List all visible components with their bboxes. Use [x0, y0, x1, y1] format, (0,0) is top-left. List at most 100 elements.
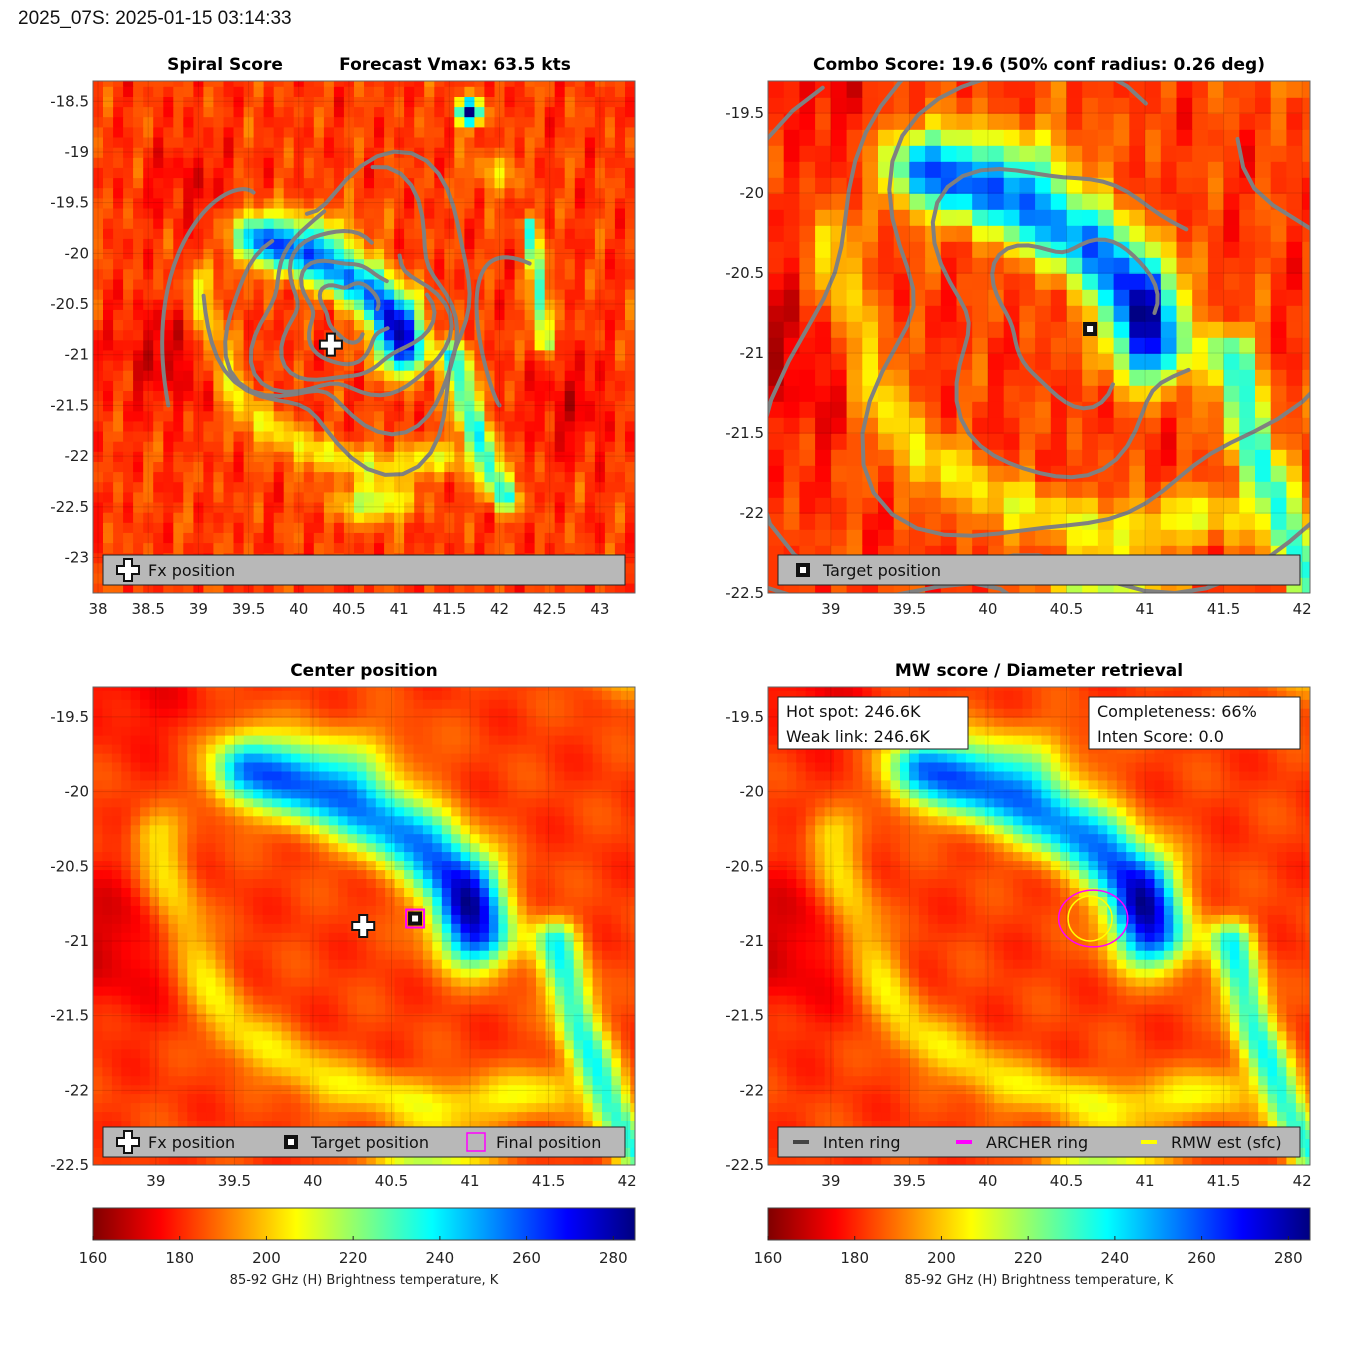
combo-xtick-label: 40 [978, 600, 997, 618]
mw-xtick-label: 40 [978, 1172, 997, 1190]
center-legend-label: Target position [310, 1133, 429, 1152]
mw-rmw-ring [1067, 895, 1113, 942]
mw-info-left-line: Weak link: 246.6K [786, 727, 930, 746]
spiral-xtick-label: 42 [490, 600, 509, 618]
mw-legend-label: RMW est (sfc) [1171, 1133, 1282, 1152]
colorbar-tick-label: 160 [754, 1249, 783, 1267]
center-xtick-label: 40 [303, 1172, 322, 1190]
spiral-xtick-label: 42.5 [533, 600, 566, 618]
colorbar-right: 160 180 200 220 240 260 280 85-92 GHz (H) Brigh… [754, 1207, 1311, 1288]
mw-ytick-label: -20.5 [725, 857, 764, 875]
colorbar-tick-label: 160 [79, 1249, 108, 1267]
combo-target-position-marker-inner [1087, 326, 1094, 332]
combo-legend: Target position [777, 554, 1301, 586]
colorbar-tick-label: 260 [1187, 1249, 1216, 1267]
center-legend-fx-cross-icon [116, 1130, 140, 1154]
spiral-contour-line [223, 165, 460, 437]
combo-axes-frame [767, 80, 1311, 594]
spiral-ytick-label: -23 [65, 549, 90, 567]
mw-xtick-label: 40.5 [1050, 1172, 1083, 1190]
spiral-xtick-label: 39 [189, 600, 208, 618]
spiral-contour-line [160, 187, 256, 408]
spiral-ytick-label: -20.5 [50, 295, 89, 313]
spiral-xtick-label: 40 [289, 600, 308, 618]
colorbar-tick-label: 280 [599, 1249, 628, 1267]
center-ytick-label: -20.5 [50, 857, 89, 875]
panel-combo: 39 39.5 40 40.5 41 41.5 42 -19.5 -20 -20.5 -21 -21.… [725, 55, 1312, 618]
spiral-legend-fx-cross-icon [116, 558, 140, 582]
center-xtick-label: 39.5 [218, 1172, 251, 1190]
mw-xtick-label: 39.5 [893, 1172, 926, 1190]
mw-legend-label: ARCHER ring [986, 1133, 1088, 1152]
colorbar-tick-label: 180 [840, 1249, 869, 1267]
center-ytick-label: -19.5 [50, 708, 89, 726]
colorbar-tick-label: 260 [512, 1249, 541, 1267]
center-xtick-label: 39 [146, 1172, 165, 1190]
mw-legend-label: Inten ring [823, 1133, 901, 1152]
spiral-ytick-label: -19 [65, 143, 90, 161]
mw-ytick-label: -19.5 [725, 708, 764, 726]
center-legend-box [102, 1126, 626, 1158]
spiral-fx-position-marker [318, 332, 343, 357]
spiral-legend: Fx position [102, 554, 626, 586]
center-xtick-label: 41 [460, 1172, 479, 1190]
spiral-title-left: Spiral Score [167, 55, 283, 75]
colorbar-gradient [92, 1207, 636, 1241]
colorbar-label: 85-92 GHz (H) Brightness temperature, K [905, 1273, 1174, 1288]
mw-gridlines [768, 687, 1310, 1166]
spiral-contour-line [474, 255, 532, 408]
mw-ytick-label: -21 [740, 932, 765, 950]
mw-info-right-box [1088, 696, 1301, 750]
spiral-title-right: Forecast Vmax: 63.5 kts [339, 55, 571, 75]
center-axes-frame [92, 686, 636, 1166]
mw-info-left-line: Hot spot: 246.6K [786, 702, 921, 721]
center-xtick-label: 42 [618, 1172, 637, 1190]
combo-contour-line [860, 81, 1310, 538]
combo-ytick-label: -22.5 [725, 584, 764, 602]
combo-ytick-label: -19.5 [725, 104, 764, 122]
mw-ytick-label: -20 [740, 783, 765, 801]
combo-title: Combo Score: 19.6 (50% conf radius: 0.26… [813, 55, 1265, 75]
center-gridlines [93, 687, 635, 1166]
panel-spiral: 38 38.5 39 39.5 40 40.5 41 41.5 42 42.5 43 -18.5 -19… [50, 55, 636, 618]
colorbar-tick-label: 220 [339, 1249, 368, 1267]
colorbar-tick-label: 240 [1101, 1249, 1130, 1267]
center-ytick-label: -22 [65, 1081, 90, 1099]
spiral-axes-frame [92, 80, 636, 594]
center-xtick-label: 40.5 [375, 1172, 408, 1190]
combo-xtick-label: 41.5 [1207, 600, 1240, 618]
center-final-position-marker [405, 908, 426, 929]
spiral-contour-line [201, 149, 472, 477]
spiral-gridlines [93, 81, 635, 593]
spiral-ytick-label: -22 [65, 447, 90, 465]
center-ytick-label: -22.5 [50, 1156, 89, 1174]
spiral-xtick-label: 38.5 [132, 600, 165, 618]
spiral-legend-box [102, 554, 626, 586]
spiral-contour-line [248, 209, 454, 398]
center-legend-target-square-icon-inner [288, 1139, 294, 1145]
mw-xtick-label: 41 [1135, 1172, 1154, 1190]
spiral-contour-line [279, 228, 437, 382]
mw-legend-box [777, 1126, 1301, 1158]
colorbar-tick-label: 180 [165, 1249, 194, 1267]
center-fx-position-marker [351, 914, 376, 938]
combo-gridlines [768, 81, 1310, 594]
spiral-ytick-label: -22.5 [50, 498, 89, 516]
center-ytick-label: -20 [65, 783, 90, 801]
combo-xtick-label: 40.5 [1050, 600, 1083, 618]
mw-xtick-label: 42 [1293, 1172, 1312, 1190]
mw-legend: Inten ring ARCHER ring RMW est (sfc) [777, 1126, 1301, 1158]
combo-legend-label: Target position [822, 561, 941, 580]
center-legend-label: Fx position [148, 1133, 235, 1152]
page-title: 2025_07S: 2025-01-15 03:14:33 [18, 8, 292, 29]
mw-title: MW score / Diameter retrieval [895, 661, 1183, 681]
spiral-xtick-label: 40.5 [332, 600, 365, 618]
spiral-xtick-label: 41 [390, 600, 409, 618]
mw-ytick-label: -22.5 [725, 1156, 764, 1174]
combo-heatmap [768, 81, 1310, 593]
mw-ytick-label: -22 [740, 1081, 765, 1099]
spiral-contours [160, 149, 532, 477]
colorbar-tick-label: 200 [927, 1249, 956, 1267]
mw-xtick-label: 39 [821, 1172, 840, 1190]
combo-xtick-label: 39 [821, 600, 840, 618]
